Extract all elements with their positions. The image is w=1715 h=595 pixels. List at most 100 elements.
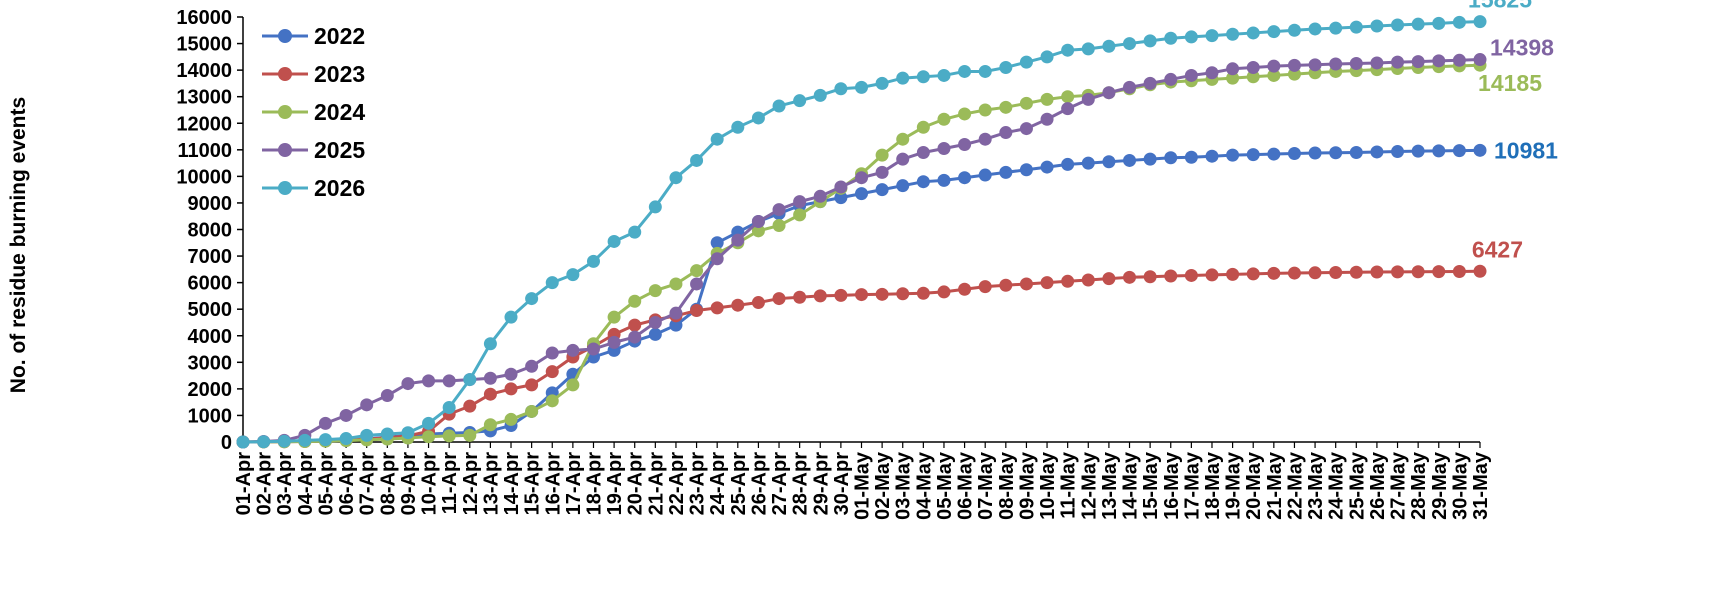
data-point	[937, 68, 951, 82]
axes: 0 1000 2000 3000 4000 5000 6000 7000 8000 9000 100…	[176, 7, 1492, 520]
data-point	[1226, 148, 1240, 162]
x-tick-label: 28-Apr	[790, 452, 812, 516]
x-tick-label: 07-May	[975, 451, 997, 520]
y-tick-label: 9000	[188, 193, 233, 215]
data-point	[1019, 122, 1033, 136]
x-tick-label: 15-Apr	[522, 452, 544, 516]
data-point	[793, 195, 807, 209]
data-point	[1308, 146, 1322, 160]
data-point	[813, 289, 827, 303]
y-axis-label: No. of residue burning events	[7, 97, 30, 393]
y-tick-label: 11000	[177, 140, 232, 162]
series-layer: 10981 6427 14185 14398 15825	[236, 0, 1558, 449]
data-point	[1370, 265, 1384, 279]
data-point	[1226, 71, 1240, 85]
data-point	[586, 254, 600, 268]
legend-swatch-marker	[278, 143, 292, 157]
data-point	[1246, 70, 1260, 84]
data-point	[710, 252, 724, 266]
data-point	[1226, 62, 1240, 76]
data-point	[298, 433, 312, 447]
x-tick-label: 09-Apr	[398, 452, 420, 516]
x-tick-label: 29-May	[1429, 451, 1451, 520]
x-tick-label: 30-Apr	[831, 452, 853, 516]
x-tick-label: 04-Apr	[295, 452, 317, 516]
legend: 2022 2023 2024 2025 2026	[262, 23, 365, 201]
series-2023: 6427	[236, 236, 1523, 449]
data-point	[731, 233, 745, 247]
data-point	[1061, 274, 1075, 288]
data-point	[1143, 76, 1157, 90]
data-point	[999, 100, 1013, 114]
x-tick-label: 25-May	[1346, 451, 1368, 520]
data-point	[751, 296, 765, 310]
data-point	[1267, 147, 1281, 161]
data-point	[855, 80, 868, 94]
x-tick-label: 08-Apr	[377, 452, 399, 516]
y-tick-label: 8000	[188, 220, 233, 242]
data-point	[483, 337, 497, 351]
data-point	[339, 432, 353, 446]
data-point	[1205, 149, 1219, 163]
y-tick-label: 10000	[176, 166, 232, 188]
x-tick-label: 16-May	[1161, 451, 1183, 520]
y-tick-label: 14000	[176, 60, 232, 82]
data-point	[875, 148, 889, 162]
data-point	[1019, 55, 1033, 69]
data-point	[628, 225, 642, 239]
x-tick-label: 18-Apr	[583, 452, 605, 516]
legend-label: 2023	[314, 61, 365, 87]
data-point	[751, 224, 765, 238]
end-value-label: 6427	[1472, 236, 1523, 262]
data-point	[1226, 267, 1240, 281]
data-point	[1040, 160, 1054, 174]
data-point	[1287, 266, 1301, 280]
data-point	[916, 145, 930, 159]
data-point	[731, 120, 745, 134]
x-tick-label: 03-May	[893, 451, 915, 520]
data-point	[607, 234, 621, 248]
x-tick-label: 05-May	[934, 451, 956, 520]
x-tick-label: 05-Apr	[315, 452, 337, 516]
data-point	[916, 175, 930, 189]
data-point	[1184, 150, 1198, 164]
x-tick-label: 08-May	[996, 451, 1018, 520]
data-point	[999, 165, 1013, 179]
data-point	[1349, 56, 1363, 70]
data-point	[937, 112, 951, 126]
data-point	[1370, 19, 1384, 33]
legend-swatch-marker	[278, 181, 292, 195]
legend-swatch-marker	[278, 29, 292, 43]
data-point	[834, 82, 848, 96]
data-point	[648, 284, 662, 298]
x-tick-label: 21-Apr	[645, 452, 667, 516]
y-tick-label: 2000	[188, 379, 233, 401]
data-point	[690, 304, 704, 318]
data-point	[1081, 156, 1095, 170]
data-point	[1411, 17, 1425, 31]
data-point	[1184, 68, 1198, 82]
data-point	[772, 292, 786, 306]
data-point	[1123, 37, 1137, 51]
data-point	[1391, 55, 1405, 69]
data-point	[1061, 90, 1075, 104]
legend-label: 2024	[314, 99, 365, 125]
data-point	[463, 428, 477, 442]
data-point	[1164, 151, 1178, 165]
data-point	[999, 278, 1013, 292]
data-point	[1061, 157, 1075, 171]
x-tick-label: 27-May	[1388, 451, 1410, 520]
data-point	[545, 365, 559, 379]
series-2025: 14398	[236, 35, 1554, 449]
data-point	[896, 179, 910, 193]
data-point	[1432, 16, 1446, 30]
y-tick-label: 4000	[188, 326, 233, 348]
data-point	[360, 398, 374, 412]
x-tick-label: 07-Apr	[357, 452, 379, 516]
x-tick-label: 23-Apr	[687, 452, 709, 516]
x-tick-label: 19-May	[1223, 451, 1245, 520]
x-tick-label: 26-Apr	[748, 452, 770, 516]
data-point	[1246, 267, 1260, 281]
data-point	[1452, 53, 1466, 67]
